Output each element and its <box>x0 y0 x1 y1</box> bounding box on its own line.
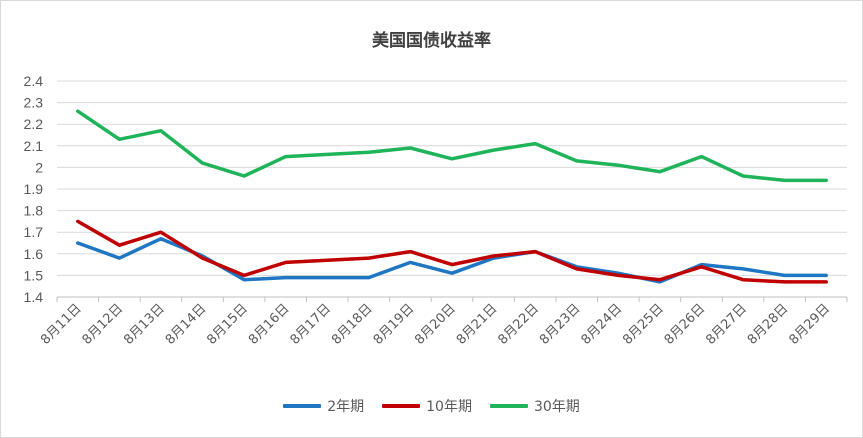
legend-label-10y: 10年期 <box>426 399 472 415</box>
y-tick-label: 2.4 <box>24 73 44 89</box>
y-tick-label: 2.3 <box>24 95 44 111</box>
x-tick-label: 8月19日 <box>371 301 418 348</box>
y-axis-ticks: 1.4 1.5 1.6 1.7 1.8 1.9 2 2.1 2.2 2.3 2.4 <box>24 73 44 305</box>
legend-item-30y: 30年期 <box>489 396 580 416</box>
x-tick-label: 8月16日 <box>246 301 293 348</box>
series-line-1 <box>76 219 828 284</box>
y-tick-label: 2 <box>35 159 43 175</box>
legend-swatch-10y <box>382 404 421 408</box>
x-tick-label: 8月14日 <box>163 301 210 348</box>
x-tick-label: 8月28日 <box>745 301 792 348</box>
x-tick-label: 8月18日 <box>329 301 376 348</box>
x-tick-label: 8月20日 <box>412 301 459 348</box>
y-tick-label: 1.9 <box>24 181 44 197</box>
y-tick-label: 1.4 <box>24 289 44 305</box>
x-tick-label: 8月11日 <box>38 301 85 348</box>
legend-item-2y: 2年期 <box>283 396 364 416</box>
series-lines <box>76 109 828 284</box>
legend: 2年期 10年期 30年期 <box>0 396 863 416</box>
legend-swatch-30y <box>489 404 528 408</box>
legend-item-10y: 10年期 <box>382 396 472 416</box>
y-tick-label: 2.2 <box>24 116 44 132</box>
y-tick-label: 1.8 <box>24 203 44 219</box>
gridlines <box>57 80 847 276</box>
series-line-0 <box>76 236 828 284</box>
x-tick-label: 8月26日 <box>662 301 709 348</box>
series-line-2 <box>76 109 828 183</box>
legend-label-30y: 30年期 <box>533 399 580 415</box>
x-tick-label: 8月29日 <box>786 301 833 348</box>
x-tick-label: 8月25日 <box>620 301 667 348</box>
x-axis-ticks: 8月11日8月12日8月13日8月14日8月15日8月16日8月17日8月18日… <box>38 301 833 348</box>
x-tick-label: 8月21日 <box>454 301 501 348</box>
x-tick-label: 8月27日 <box>703 301 750 348</box>
y-tick-label: 1.6 <box>24 246 44 262</box>
x-axis-line <box>56 296 848 302</box>
legend-swatch-2y <box>283 404 322 408</box>
x-tick-label: 8月17日 <box>288 301 335 348</box>
legend-label-2y: 2年期 <box>327 399 365 415</box>
x-tick-label: 8月24日 <box>579 301 626 348</box>
x-tick-label: 8月13日 <box>121 301 168 348</box>
chart-title: 美国国债收益率 <box>372 31 491 51</box>
x-tick-label: 8月22日 <box>495 301 542 348</box>
x-tick-label: 8月12日 <box>80 301 127 348</box>
x-tick-label: 8月15日 <box>204 301 251 348</box>
x-tick-label: 8月23日 <box>537 301 584 348</box>
y-tick-label: 2.1 <box>24 138 44 154</box>
y-tick-label: 1.5 <box>24 267 44 283</box>
y-tick-label: 1.7 <box>24 224 44 240</box>
